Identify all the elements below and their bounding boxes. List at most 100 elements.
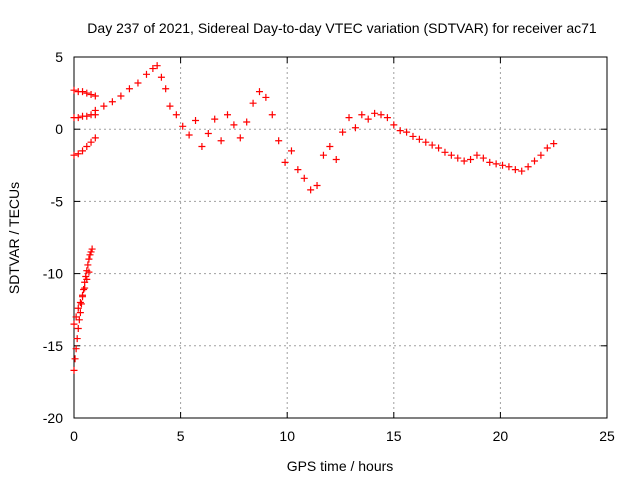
data-point (364, 115, 372, 123)
data-point (243, 118, 251, 126)
data-point (198, 143, 206, 151)
data-point (76, 309, 84, 317)
y-tick-label: -15 (43, 338, 63, 354)
x-tick-label: 0 (70, 428, 78, 444)
data-point (79, 291, 87, 299)
data-point (142, 70, 150, 78)
data-point (249, 99, 257, 107)
ticks: 0 5 10 15 20 25 -20 -15 -10 -5 0 5 (43, 49, 615, 444)
data-point (371, 109, 379, 117)
data-point (454, 154, 462, 162)
data-point (81, 284, 89, 292)
data-point (281, 158, 289, 166)
data-point (74, 304, 82, 312)
data-point (83, 112, 91, 120)
data-point (108, 98, 116, 106)
data-point (79, 147, 87, 155)
y-tick-label: -10 (43, 266, 63, 282)
data-point (467, 156, 475, 164)
data-point (149, 65, 157, 73)
data-point (358, 111, 366, 119)
data-point (486, 158, 494, 166)
y-tick-label: 5 (55, 49, 63, 65)
data-point (428, 141, 436, 149)
series-main (91, 62, 558, 194)
x-tick-label: 25 (599, 428, 615, 444)
data-point (345, 114, 353, 122)
data-point (287, 147, 295, 155)
data-point (435, 144, 443, 152)
data-point (268, 111, 276, 119)
data-point (80, 285, 88, 293)
data-point (447, 151, 455, 159)
data-point (422, 138, 430, 146)
data-point (390, 121, 398, 129)
data-point (91, 92, 99, 100)
series-upper-left-start (70, 86, 99, 100)
data-point (83, 143, 91, 151)
data-point (172, 111, 180, 119)
data-point (70, 366, 78, 374)
data-point (70, 86, 78, 94)
data-point (224, 111, 232, 119)
data-point (85, 268, 93, 276)
y-tick-label: -5 (51, 193, 64, 209)
data-point (76, 298, 84, 306)
data-point (550, 140, 558, 148)
data-point (319, 151, 327, 159)
data-point (377, 111, 385, 119)
data-point (537, 151, 545, 159)
data-point (74, 150, 82, 158)
data-point (79, 88, 87, 96)
data-point (492, 160, 500, 168)
data-point (71, 355, 79, 363)
data-point (409, 132, 417, 140)
data-point (192, 117, 200, 125)
series-steep-rise-b (70, 268, 93, 328)
data-point (211, 115, 219, 123)
data-point (326, 143, 334, 151)
data-point (524, 163, 532, 171)
data-points (70, 62, 558, 374)
x-tick-label: 20 (493, 428, 509, 444)
data-point (441, 148, 449, 156)
data-point (505, 163, 513, 171)
data-point (91, 134, 99, 142)
data-point (204, 130, 212, 138)
data-point (339, 128, 347, 136)
data-point (87, 138, 95, 146)
data-point (85, 255, 93, 263)
x-tick-label: 10 (279, 428, 295, 444)
data-point (83, 89, 91, 97)
data-point (403, 128, 411, 136)
y-tick-label: -20 (43, 410, 63, 426)
data-point (72, 313, 80, 321)
data-point (153, 62, 161, 70)
data-point (87, 91, 95, 99)
x-axis-label: GPS time / hours (287, 458, 394, 474)
series-lower-left-start (70, 134, 99, 159)
data-point (479, 154, 487, 162)
y-axis-label: SDTVAR / TECUs (6, 182, 22, 294)
data-point (83, 275, 91, 283)
data-point (230, 121, 238, 129)
data-point (91, 106, 99, 114)
data-point (543, 144, 551, 152)
data-point (307, 186, 315, 194)
data-point (396, 127, 404, 135)
data-point (255, 88, 263, 96)
data-point (134, 79, 142, 87)
data-point (77, 300, 85, 308)
data-point (499, 161, 507, 169)
data-point (460, 157, 468, 165)
data-point (275, 137, 283, 145)
grid (74, 57, 607, 418)
data-point (518, 167, 526, 175)
data-point (415, 135, 423, 143)
data-point (73, 335, 81, 343)
data-point (72, 345, 80, 353)
data-point (117, 92, 125, 100)
x-tick-label: 15 (386, 428, 402, 444)
